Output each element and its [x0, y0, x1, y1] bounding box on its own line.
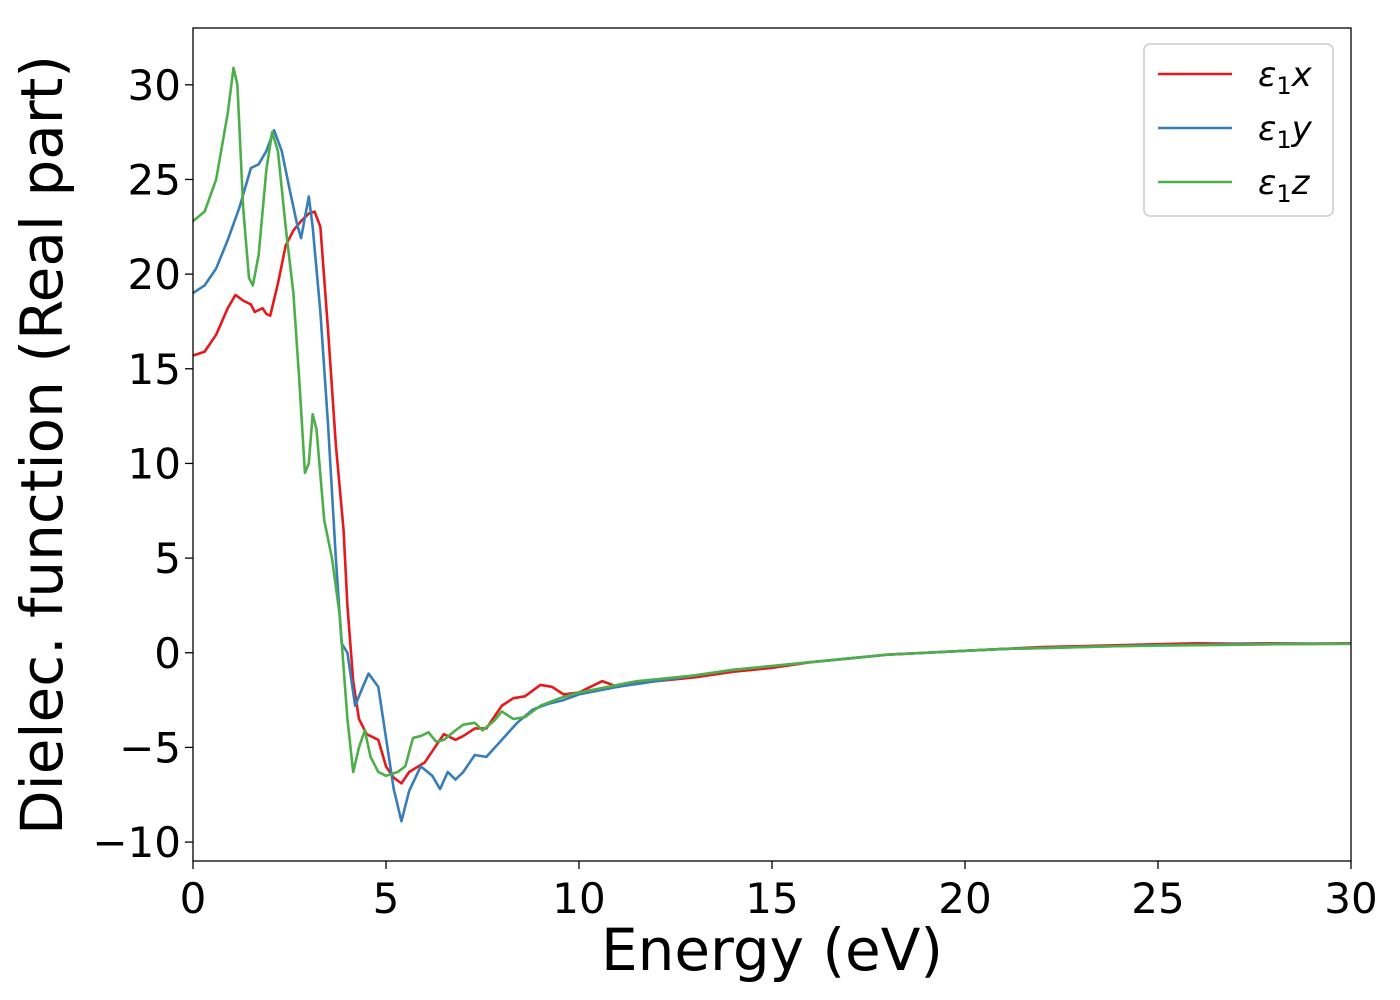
x-tick-label: 0: [180, 874, 207, 923]
y-axis-ticks: −10 −5 0 5 10 15 20 25 30: [92, 61, 193, 867]
y-tick-label: 10: [128, 439, 181, 488]
x-tick-label: 5: [373, 874, 400, 923]
series-line-z: [192, 66, 1352, 778]
x-tick-label: 30: [1324, 874, 1377, 923]
legend: ε1x ε1y ε1z: [1143, 43, 1334, 217]
y-tick-label: 25: [128, 155, 181, 204]
y-tick-label: 15: [128, 345, 181, 394]
x-tick-label: 20: [938, 874, 991, 923]
y-tick-label: 30: [128, 61, 181, 110]
legend-box: [1143, 43, 1334, 217]
y-tick-label: −10: [92, 818, 181, 867]
x-axis-label: Energy (eV): [601, 916, 943, 984]
y-tick-label: 5: [154, 534, 181, 583]
x-tick-label: 25: [1131, 874, 1184, 923]
x-tick-label: 10: [552, 874, 605, 923]
legend-items: ε1x ε1y ε1z: [1158, 55, 1313, 208]
series-line-x: [192, 210, 1352, 785]
series-line-y: [192, 128, 1351, 823]
legend-label-z: ε1z: [1258, 163, 1311, 208]
x-tick-label: 15: [745, 874, 798, 923]
legend-label-x: ε1x: [1258, 55, 1313, 100]
y-tick-label: 20: [128, 250, 181, 299]
y-tick-label: 0: [154, 629, 181, 678]
y-axis-label: Dielec. function (Real part): [8, 55, 76, 835]
series-layer: [192, 66, 1352, 823]
x-axis-ticks: 0 5 10 15 20 25 30: [180, 861, 1378, 923]
y-tick-label: −5: [119, 723, 181, 772]
legend-label-y: ε1y: [1258, 109, 1313, 154]
